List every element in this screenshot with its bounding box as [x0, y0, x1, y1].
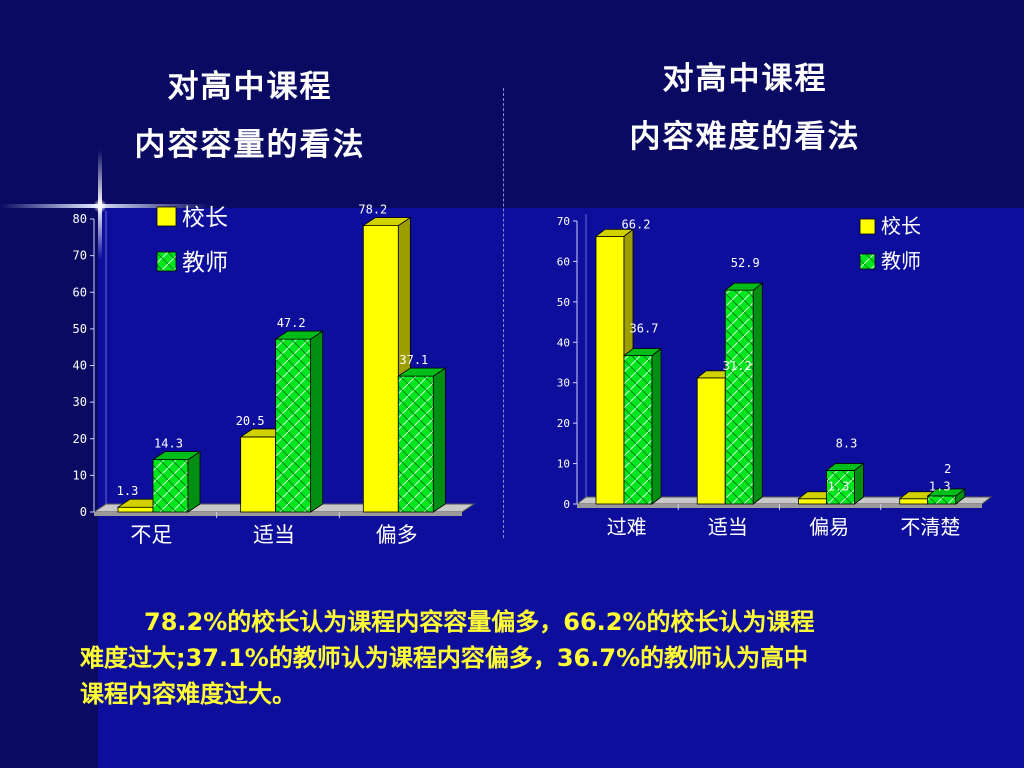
x-category-label: 不清楚: [900, 515, 960, 539]
data-value-label: 2: [944, 462, 951, 476]
teacher-bar: [724, 282, 764, 505]
data-value-label: 78.2: [358, 203, 387, 217]
teacher-bar: [151, 450, 202, 513]
right-chart-title: 对高中课程 内容难度的看法: [590, 50, 900, 166]
y-tick-label: 40: [557, 336, 570, 349]
teacher-bar: [274, 330, 324, 513]
legend-swatch-teacher: [156, 251, 177, 272]
bars: [594, 228, 966, 505]
y-tick-label: 70: [557, 215, 570, 228]
summary-line-3: 课程内容难度过大。: [80, 680, 296, 708]
chart-floor-edge: [94, 512, 462, 516]
x-category-label: 偏易: [809, 515, 849, 539]
labels: 过难 66.2 36.7 适当 31.2 52.9 偏易 1.3 8.3 不清楚 1.3 2: [607, 217, 961, 539]
decorative-star-glow: [93, 199, 107, 213]
y-tick-label: 40: [73, 359, 87, 373]
x-category-label: 偏多: [376, 523, 418, 547]
legend-label-principal: 校长: [881, 214, 921, 238]
y-tick-label: 80: [73, 212, 87, 226]
data-value-label: 31.2: [723, 359, 752, 373]
teacher-bar: [397, 367, 447, 513]
data-value-label: 14.3: [154, 437, 183, 451]
teacher-bar: [926, 488, 966, 505]
right-title-line-2: 内容难度的看法: [629, 119, 861, 155]
y-tick-label: 50: [73, 322, 87, 336]
chart-divider: [503, 88, 504, 538]
data-value-label: 52.9: [731, 256, 760, 270]
legend-label-teacher: 教师: [881, 249, 921, 273]
left-title-line-2: 内容容量的看法: [134, 127, 366, 163]
y-tick-label: 0: [563, 498, 570, 511]
data-value-label: 66.2: [622, 217, 651, 231]
y-tick-label: 60: [557, 255, 570, 268]
y-tick-label: 70: [73, 249, 87, 263]
legend-swatch-principal: [156, 206, 177, 227]
x-category-label: 适当: [708, 515, 748, 539]
summary-line-1: 78.2%的校长认为课程内容容量偏多，66.2%的校长认为课程: [144, 608, 815, 636]
x-category-label: 过难: [607, 515, 647, 539]
summary-paragraph: 78.2%的校长认为课程内容容量偏多，66.2%的校长认为课程 难度过大;37.…: [80, 604, 980, 712]
y-tick-label: 0: [80, 505, 87, 519]
legend-swatch-principal: [859, 218, 876, 235]
teacher-bar: [622, 347, 663, 505]
data-value-label: 1.3: [117, 484, 139, 498]
x-category-label: 不足: [130, 523, 172, 547]
principal-bar: [696, 370, 736, 505]
y-tick-label: 50: [557, 296, 570, 309]
data-value-label: 36.7: [630, 322, 659, 336]
principal-bar: [362, 216, 412, 513]
y-tick-label: 10: [73, 468, 87, 482]
right-title-line-1: 对高中课程: [662, 61, 828, 97]
data-value-label: 8.3: [836, 436, 858, 450]
legend-label-teacher: 教师: [182, 250, 228, 276]
y-tick-label: 20: [557, 417, 570, 430]
legend-label-principal: 校长: [182, 205, 228, 231]
y-tick-label: 30: [73, 395, 87, 409]
background-top-band: [0, 0, 1024, 208]
data-value-label: 1.3: [929, 480, 951, 494]
summary-line-2: 难度过大;37.1%的教师认为课程内容偏多，36.7%的教师认为高中: [80, 644, 809, 672]
left-chart-title: 对高中课程 内容容量的看法: [100, 58, 400, 174]
data-value-label: 20.5: [236, 414, 265, 428]
teacher-bar: [825, 462, 865, 505]
data-value-label: 1.3: [828, 480, 850, 494]
y-tick-label: 20: [73, 432, 87, 446]
data-value-label: 47.2: [277, 316, 306, 330]
legend-swatch-teacher: [859, 253, 876, 270]
y-tick-label: 60: [73, 285, 87, 299]
left-title-line-1: 对高中课程: [167, 69, 333, 105]
background-left-band: [0, 0, 98, 768]
labels: 不足 1.3 14.3 适当 20.5 47.2 偏多 78.2 37.1: [117, 203, 429, 547]
bars: [116, 216, 447, 513]
data-value-label: 37.1: [399, 353, 428, 367]
x-category-label: 适当: [253, 523, 295, 547]
y-tick-label: 10: [557, 458, 570, 471]
y-tick-label: 30: [557, 377, 570, 390]
